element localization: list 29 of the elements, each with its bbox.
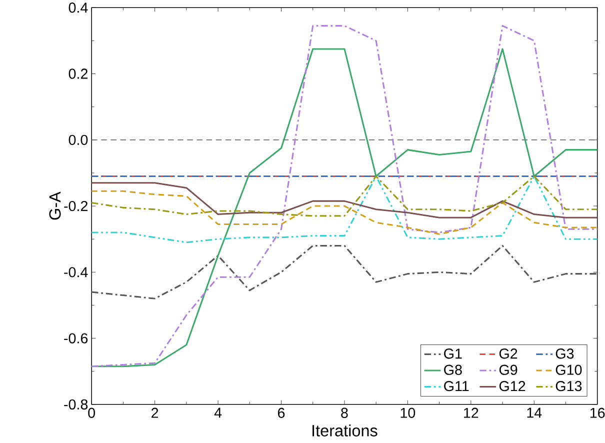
- y-tick-label: 0.4: [68, 2, 88, 13]
- legend-label: G12: [499, 381, 526, 392]
- legend-label: G10: [556, 364, 582, 376]
- legend-label: G13: [556, 381, 582, 392]
- x-tick-label: 12: [464, 408, 478, 418]
- x-tick-label: 2: [152, 408, 158, 418]
- y-tick-label: -0.2: [64, 201, 88, 212]
- x-tick-label: 6: [278, 408, 285, 418]
- x-tick-label: 10: [400, 408, 416, 418]
- y-tick-label: -0.4: [64, 267, 88, 278]
- x-axis-title: Iterations: [312, 424, 378, 437]
- y-tick-label: -0.8: [64, 400, 88, 410]
- legend-label: G11: [444, 381, 469, 392]
- line-series: [92, 245, 598, 300]
- y-tick-label: -0.6: [64, 333, 88, 344]
- x-tick-label: 4: [214, 408, 222, 418]
- line-series: [92, 176, 598, 217]
- legend-label: G1: [444, 348, 462, 359]
- y-tick-label: 0.2: [68, 68, 88, 80]
- legend-label: G9: [499, 364, 518, 376]
- x-tick-label: 0: [88, 408, 96, 418]
- legend-label: G8: [444, 364, 462, 376]
- x-tick-label: 14: [527, 408, 542, 418]
- x-tick-label: 8: [341, 408, 348, 418]
- legend-label: G3: [556, 348, 574, 359]
- y-axis-title: G-A: [49, 192, 61, 220]
- x-tick-label: 16: [590, 408, 605, 418]
- legend-label: G2: [499, 348, 518, 359]
- y-tick-label: 0.0: [68, 134, 88, 146]
